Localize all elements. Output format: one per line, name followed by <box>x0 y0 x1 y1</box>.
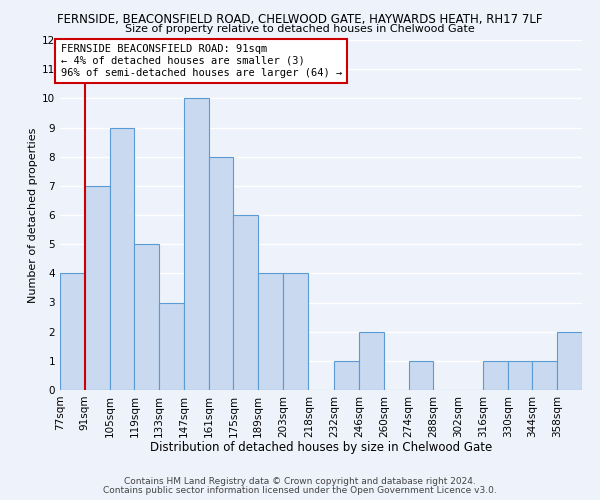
Bar <box>409 361 433 390</box>
Bar <box>110 128 134 390</box>
Bar <box>334 361 359 390</box>
Text: FERNSIDE, BEACONSFIELD ROAD, CHELWOOD GATE, HAYWARDS HEATH, RH17 7LF: FERNSIDE, BEACONSFIELD ROAD, CHELWOOD GA… <box>57 12 543 26</box>
Bar <box>85 186 110 390</box>
Bar <box>483 361 508 390</box>
Bar <box>532 361 557 390</box>
Bar <box>557 332 582 390</box>
Bar <box>258 274 283 390</box>
Bar <box>283 274 308 390</box>
Bar <box>60 274 85 390</box>
Bar <box>159 302 184 390</box>
Y-axis label: Number of detached properties: Number of detached properties <box>28 128 38 302</box>
Bar <box>134 244 159 390</box>
Text: Contains HM Land Registry data © Crown copyright and database right 2024.: Contains HM Land Registry data © Crown c… <box>124 477 476 486</box>
Text: FERNSIDE BEACONSFIELD ROAD: 91sqm
← 4% of detached houses are smaller (3)
96% of: FERNSIDE BEACONSFIELD ROAD: 91sqm ← 4% o… <box>61 44 342 78</box>
Text: Size of property relative to detached houses in Chelwood Gate: Size of property relative to detached ho… <box>125 24 475 34</box>
Text: Contains public sector information licensed under the Open Government Licence v3: Contains public sector information licen… <box>103 486 497 495</box>
Bar <box>233 215 258 390</box>
Bar <box>209 156 233 390</box>
Bar <box>508 361 532 390</box>
Bar <box>359 332 384 390</box>
X-axis label: Distribution of detached houses by size in Chelwood Gate: Distribution of detached houses by size … <box>150 441 492 454</box>
Bar <box>184 98 209 390</box>
